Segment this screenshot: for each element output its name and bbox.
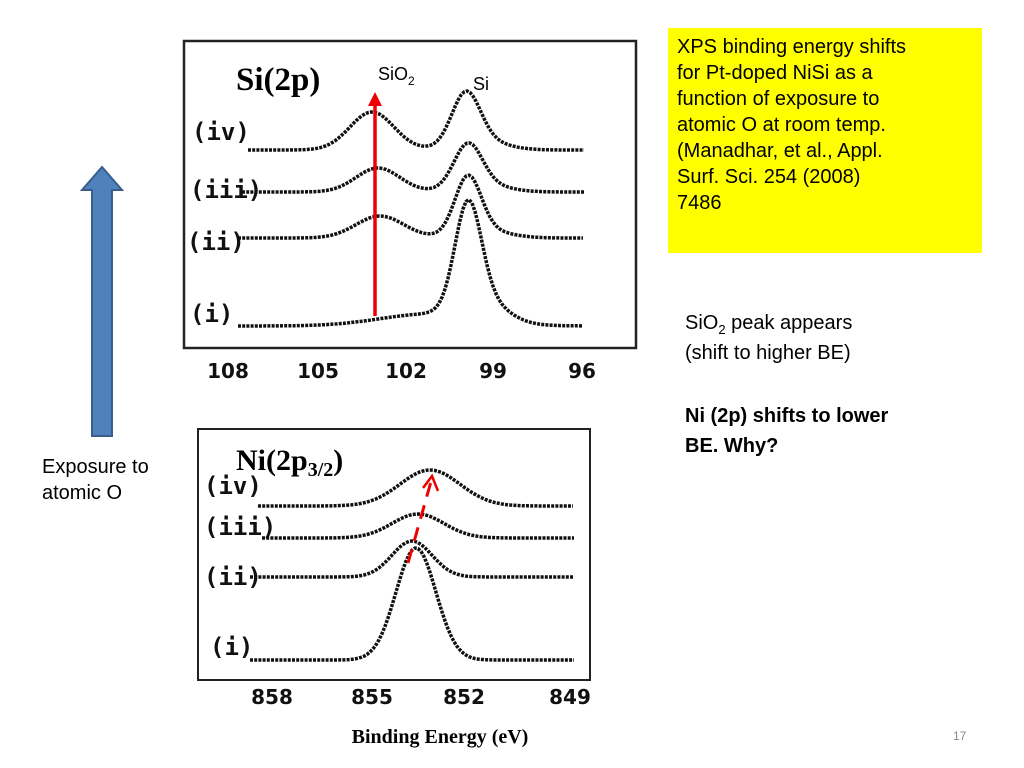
- note-line: atomic O at room temp.: [677, 114, 886, 136]
- obs-sub: 2: [718, 322, 725, 337]
- x-tick-label: 96: [568, 359, 596, 383]
- observation-line: (shift to higher BE): [685, 342, 851, 364]
- spectrum-curve: [238, 173, 583, 240]
- spectrum-curve: [242, 141, 584, 194]
- spectrum-label: (ii): [204, 563, 262, 591]
- spectrum-label: (iii): [204, 513, 276, 541]
- sio2-label: SiO2: [378, 64, 415, 88]
- red-dashed-arrow-head: [422, 473, 440, 492]
- note-line: Surf. Sci. 254 (2008): [677, 166, 860, 188]
- title-text: Si(2p: [236, 62, 309, 98]
- x-tick-label: 852: [443, 685, 485, 709]
- title-sub: 3/2: [308, 459, 334, 481]
- note-line: 7486: [677, 192, 722, 214]
- note-box: [668, 28, 982, 253]
- title-end: ): [333, 444, 343, 477]
- arrow-label: Exposure to: [42, 456, 149, 478]
- red-dashed-arrow: [406, 477, 434, 564]
- ni-plot-frame: [197, 428, 591, 681]
- label-text: SiO: [378, 64, 408, 84]
- si-plot-title: Si(2p): [236, 62, 320, 98]
- spectrum-label: (iv): [192, 118, 250, 146]
- spectrum-curve: [262, 512, 574, 540]
- spectrum-label: (ii): [187, 228, 245, 256]
- si-plot-frame: [182, 39, 638, 350]
- title-text: Ni(2p: [236, 444, 308, 477]
- exposure-arrow: [79, 165, 125, 437]
- red-arrow-head: [368, 92, 382, 106]
- spectrum-curve: [258, 468, 573, 508]
- spectrum-curve: [250, 539, 574, 579]
- spectrum-label: (i): [210, 633, 253, 661]
- spectrum-label: (i): [190, 300, 233, 328]
- note-line: (Manadhar, et al., Appl.: [677, 140, 883, 162]
- question-line: BE. Why?: [685, 435, 778, 457]
- x-tick-label: 849: [549, 685, 591, 709]
- x-tick-label: 99: [479, 359, 507, 383]
- spectrum-curve: [238, 197, 583, 328]
- si-label: Si: [473, 74, 489, 94]
- x-tick-label: 102: [385, 359, 427, 383]
- note-line: for Pt-doped NiSi as a: [677, 62, 874, 84]
- x-axis-label: Binding Energy (eV): [352, 726, 529, 748]
- label-sub: 2: [408, 74, 415, 88]
- note-line: function of exposure to: [677, 88, 879, 110]
- si-spectra: [238, 89, 584, 328]
- x-tick-label: 858: [251, 685, 293, 709]
- x-tick-label: 105: [297, 359, 339, 383]
- spectrum-label: (iv): [204, 472, 262, 500]
- question-line: Ni (2p) shifts to lower: [685, 405, 889, 427]
- note-line: XPS binding energy shifts: [677, 36, 906, 58]
- obs-text: SiO: [685, 312, 718, 334]
- page-number: 17: [953, 729, 967, 743]
- x-tick-label: 108: [207, 359, 249, 383]
- ni-plot-title: Ni(2p3/2): [236, 444, 343, 481]
- arrow-label: atomic O: [42, 482, 122, 504]
- title-end: ): [309, 62, 320, 98]
- obs-rest: peak appears: [726, 312, 853, 334]
- note-text: XPS binding energy shifts for Pt-doped Ni…: [677, 36, 906, 214]
- spectrum-curve: [248, 89, 584, 152]
- x-tick-label: 855: [351, 685, 393, 709]
- spectrum-label: (iii): [190, 176, 262, 204]
- observation-line: SiO2 peak appears: [685, 312, 852, 337]
